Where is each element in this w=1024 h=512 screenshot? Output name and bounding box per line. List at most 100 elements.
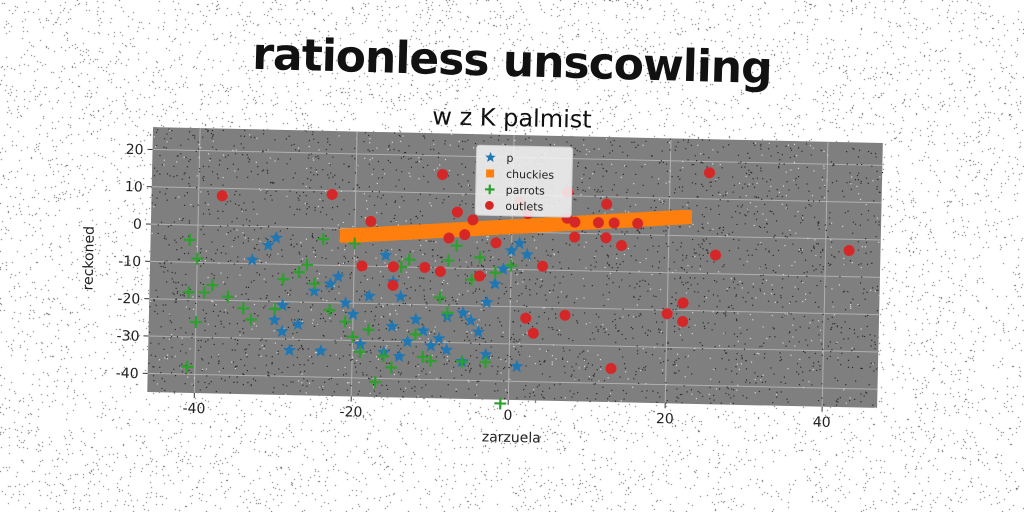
grid-line-y — [148, 335, 879, 353]
y-tick-label: 20 — [126, 142, 144, 158]
outlets-point — [474, 270, 486, 282]
p-point — [464, 313, 478, 327]
grid-line-x — [350, 131, 358, 397]
outlets-point — [600, 232, 612, 244]
x-tick-label: 20 — [656, 411, 674, 427]
p-point — [400, 334, 415, 348]
p-point — [346, 307, 360, 321]
parrots-point — [323, 304, 336, 317]
parrots-point — [237, 302, 250, 315]
parrots-point — [479, 356, 492, 369]
outlets-point — [537, 260, 549, 272]
series-parrots — [181, 233, 518, 410]
y-tick-label: -10 — [118, 254, 141, 270]
parrots-point — [362, 323, 375, 336]
parrots-point — [455, 355, 468, 368]
outlets-point — [356, 260, 368, 272]
parrots-point — [181, 360, 194, 373]
p-point — [520, 247, 534, 261]
p-point — [424, 338, 438, 352]
p-point — [512, 236, 527, 250]
grid-line-x — [821, 141, 829, 407]
outlets-point — [490, 237, 502, 249]
parrots-point — [505, 259, 518, 272]
parrots-point — [339, 315, 352, 328]
y-tick-label: -40 — [116, 366, 139, 382]
legend-label: p — [506, 152, 513, 165]
parrots-point — [277, 273, 290, 286]
parrots-point — [221, 290, 234, 303]
p-point — [385, 319, 399, 333]
p-point — [245, 252, 259, 266]
legend-label: outlets — [505, 200, 543, 214]
grid-line-x — [664, 138, 672, 404]
outlets-point — [443, 232, 455, 244]
p-point — [323, 276, 337, 290]
legend-marker-chuckies — [486, 169, 495, 178]
p-point — [439, 343, 454, 356]
p-point — [338, 296, 353, 309]
outlets-point — [387, 261, 399, 273]
parrots-point — [293, 266, 306, 279]
outlets-point — [616, 240, 628, 252]
outlets-point — [608, 217, 620, 229]
outlets-point — [459, 229, 471, 241]
parrots-point — [308, 277, 321, 290]
p-point — [269, 230, 283, 244]
outlets-point — [387, 279, 399, 291]
outlets-point — [605, 363, 617, 375]
outlets-point — [569, 231, 581, 243]
parrots-point — [385, 361, 398, 374]
p-point — [275, 324, 289, 338]
outlets-point — [843, 245, 855, 257]
outlets-point — [601, 198, 613, 210]
parrots-point — [268, 302, 281, 315]
parrots-point — [489, 266, 502, 279]
legend-label: chuckies — [506, 168, 555, 182]
p-point — [393, 289, 408, 303]
p-point — [409, 312, 423, 326]
y-tick-label: -20 — [117, 291, 140, 307]
parrots-point — [450, 239, 463, 252]
outlets-point — [677, 316, 689, 328]
outlets-point — [527, 327, 539, 339]
x-tick-label: -40 — [182, 401, 205, 417]
x-tick-label: 40 — [813, 415, 831, 431]
outlets-point — [326, 188, 338, 200]
p-point — [510, 359, 524, 373]
parrots-point — [433, 291, 446, 304]
parrots-point — [354, 345, 367, 358]
parrots-point — [403, 253, 416, 266]
legend-marker-parrots — [484, 184, 495, 195]
parrots-point — [416, 350, 429, 363]
p-point — [307, 284, 322, 297]
outlets-point — [632, 218, 644, 230]
parrots-point — [244, 313, 257, 326]
legend-marker-p — [485, 151, 496, 163]
p-point — [282, 343, 297, 357]
p-point — [480, 295, 494, 309]
parrots-point — [317, 233, 330, 246]
parrots-point — [442, 254, 455, 267]
p-point — [479, 347, 493, 361]
outlets-point — [661, 308, 673, 320]
legend-box — [474, 144, 574, 218]
chuckies-point — [677, 209, 693, 225]
series-p — [245, 229, 534, 373]
outlets-point — [434, 265, 446, 277]
parrots-point — [424, 354, 437, 367]
outlets-point — [710, 249, 722, 261]
y-tick-label: 10 — [125, 179, 143, 195]
legend-marker-outlets — [485, 201, 494, 210]
p-point — [267, 313, 282, 326]
legend-label: parrots — [506, 184, 546, 198]
p-point — [504, 243, 519, 257]
parrots-point — [348, 237, 361, 250]
outlets-point — [559, 309, 571, 321]
p-point — [331, 269, 345, 283]
x-tick-label: 0 — [503, 408, 512, 424]
p-point — [496, 262, 510, 275]
outlets-point — [451, 206, 463, 218]
outlets-point — [677, 297, 689, 309]
